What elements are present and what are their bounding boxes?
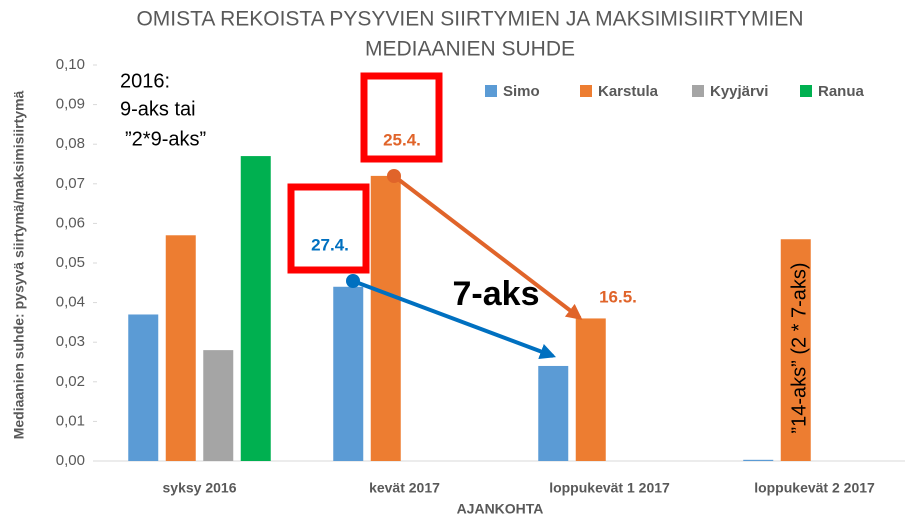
y-tick-label: 0,04 [56,294,85,311]
bar [333,286,364,461]
legend-swatch [800,85,812,97]
annotation: ”14-aks” (2 * 7-aks) [788,262,810,433]
bar [203,350,234,461]
x-tick-label: kevät 2017 [369,480,440,496]
bar [575,318,606,461]
y-tick-label: 0,00 [56,452,85,469]
annotation: 16.5. [599,287,637,306]
annotation: ”2*9-aks” [125,128,206,150]
y-tick-label: 0,08 [56,135,85,152]
arrow [392,174,583,320]
legend-label: Kyyjärvi [710,83,768,100]
y-tick-label: 0,07 [56,175,85,192]
legend-label: Ranua [818,83,865,100]
y-tick-label: 0,09 [56,96,85,113]
bar [370,175,401,461]
x-tick-label: loppukevät 2 2017 [754,480,875,496]
legend-swatch [580,85,592,97]
annotation: 25.4. [383,130,421,149]
x-tick-label: loppukevät 1 2017 [549,480,670,496]
arrow-dot [346,274,360,288]
legend-swatch [485,85,497,97]
annotation: 2016: [120,70,170,92]
y-tick-label: 0,05 [56,254,85,271]
bar [128,314,159,461]
x-axis-label: AJANKOHTA [457,501,544,517]
bar [240,156,271,461]
bar [743,459,774,461]
highlight-box [360,72,443,163]
annotation: 9-aks tai [120,98,196,120]
chart-title: OMISTA REKOISTA PYSYVIEN SIIRTYMIEN JA M… [136,8,803,31]
y-tick-label: 0,01 [56,412,85,429]
bar [538,365,569,461]
arrow-dot [387,169,401,183]
arrow [352,279,556,359]
y-axis-label: Mediaanien suhde: pysyvä siirtymä/maksim… [11,90,27,439]
y-tick-label: 0,06 [56,214,85,231]
chart-title: MEDIAANIEN SUHDE [365,38,575,61]
bar [780,239,811,461]
y-tick-label: 0,10 [56,56,85,73]
y-tick-label: 0,03 [56,333,85,350]
highlight-box [287,183,370,274]
annotation: 7-aks [453,275,540,313]
legend-label: Simo [503,83,540,100]
y-tick-label: 0,02 [56,373,85,390]
legend-swatch [692,85,704,97]
x-tick-label: syksy 2016 [163,480,237,496]
legend-label: Karstula [598,83,659,100]
bar [165,235,196,461]
annotation: 27.4. [311,235,349,254]
